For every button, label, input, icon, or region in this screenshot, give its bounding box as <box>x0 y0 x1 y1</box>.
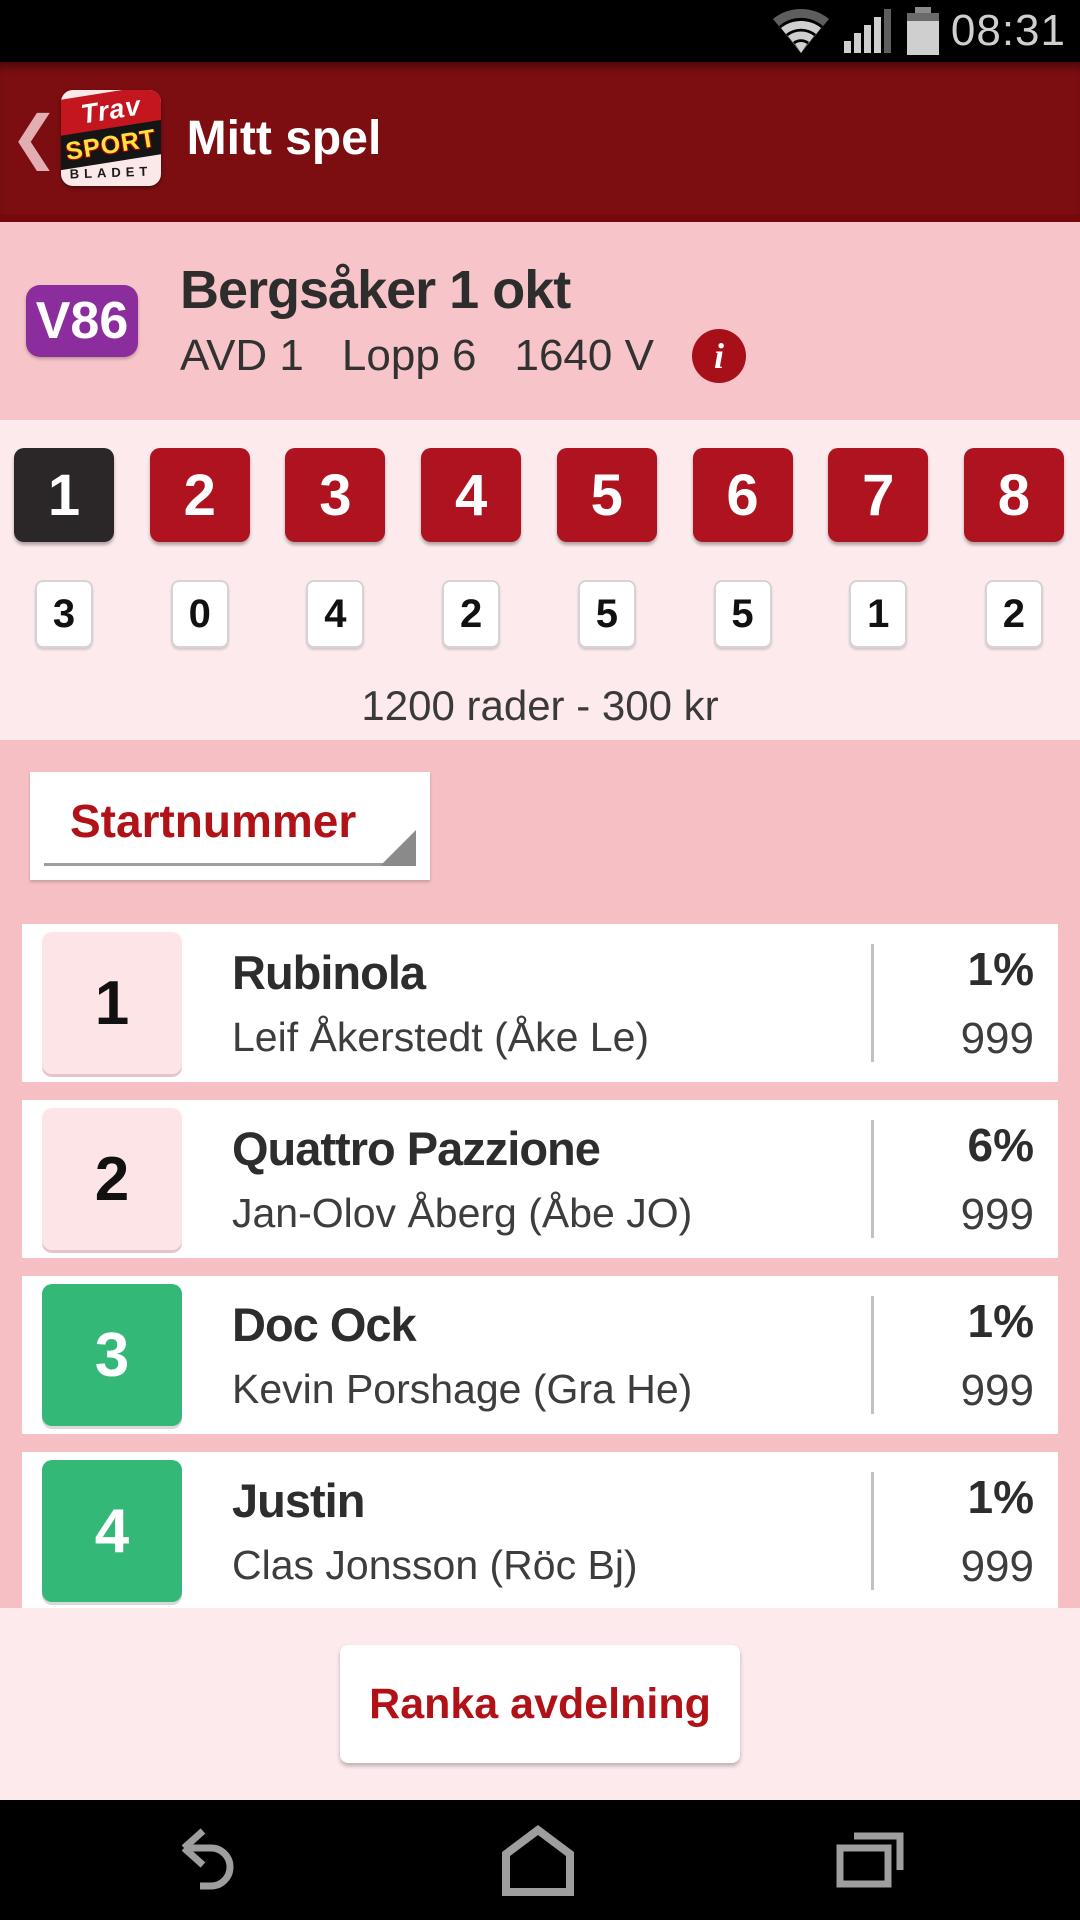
nav-back-icon[interactable] <box>170 1822 246 1898</box>
odds-value: 999 <box>960 1366 1034 1415</box>
race-leg: AVD 1 <box>180 331 304 380</box>
battery-icon <box>906 7 939 55</box>
odds-value: 999 <box>960 1542 1034 1591</box>
leg-count-row: 3 0 4 2 5 5 1 2 <box>0 580 1080 648</box>
leg-tab-row: 1 2 3 4 5 6 7 8 <box>0 448 1080 542</box>
dropdown-corner-icon <box>380 830 416 866</box>
leg-count-4: 2 <box>442 580 501 648</box>
race-header: V86 Bergsåker 1 okt AVD 1 Lopp 6 1640 V … <box>0 222 1080 420</box>
bet-percent: 1% <box>967 1295 1034 1347</box>
horse-driver: Jan-Olov Åberg (Åbe JO) <box>232 1190 693 1236</box>
sort-dropdown-value: Startnummer <box>70 795 357 847</box>
start-number-tile-selected[interactable]: 3 <box>42 1284 182 1426</box>
horse-name: Justin <box>232 1474 365 1527</box>
row-divider <box>871 944 874 1062</box>
android-nav-bar <box>0 1800 1080 1920</box>
logo-bladet-text: BLADET <box>69 163 153 182</box>
page-title: Mitt spel <box>186 111 382 165</box>
bet-percent: 1% <box>967 943 1034 995</box>
leg-tab-3[interactable]: 3 <box>285 448 386 542</box>
row-divider <box>871 1120 874 1238</box>
start-number-tile-selected[interactable]: 4 <box>42 1460 182 1602</box>
bet-percent: 1% <box>967 1471 1034 1523</box>
horse-driver: Leif Åkerstedt (Åke Le) <box>232 1014 650 1060</box>
odds-value: 999 <box>960 1014 1034 1063</box>
nav-home-icon[interactable] <box>498 1822 578 1898</box>
bet-percent: 6% <box>967 1119 1034 1171</box>
travsport-bladet-logo[interactable]: Trav SPORT BLADET <box>60 90 161 186</box>
footer-bar: Ranka avdelning <box>0 1608 1080 1800</box>
horse-name: Doc Ock <box>232 1298 417 1351</box>
horse-row-4[interactable]: 4 Justin Clas Jonsson (Röc Bj) 1% 999 <box>22 1452 1058 1608</box>
horse-name: Quattro Pazzione <box>232 1122 601 1175</box>
leg-tab-7[interactable]: 7 <box>828 448 929 542</box>
nav-recents-icon[interactable] <box>830 1822 910 1898</box>
leg-section: 1 2 3 4 5 6 7 8 3 0 4 2 5 5 1 2 1200 rad… <box>0 420 1080 740</box>
start-number-tile[interactable]: 2 <box>42 1108 182 1250</box>
rank-division-button[interactable]: Ranka avdelning <box>340 1645 740 1763</box>
row-divider <box>871 1472 874 1590</box>
rows-price-summary: 1200 rader - 300 kr <box>361 682 719 729</box>
horse-row-2[interactable]: 2 Quattro Pazzione Jan-Olov Åberg (Åbe J… <box>22 1100 1058 1258</box>
leg-count-5: 5 <box>577 580 636 648</box>
signal-icon <box>843 9 891 53</box>
back-chevron-icon[interactable]: ❮ <box>10 105 59 170</box>
sort-dropdown[interactable]: Startnummer <box>30 772 430 880</box>
horse-row-3[interactable]: 3 Doc Ock Kevin Porshage (Gra He) 1% 999 <box>22 1276 1058 1434</box>
start-number-tile[interactable]: 1 <box>42 932 182 1074</box>
leg-tab-6[interactable]: 6 <box>692 448 793 542</box>
race-distance: 1640 V <box>514 331 654 380</box>
leg-tab-4[interactable]: 4 <box>421 448 522 542</box>
pool-badge: V86 <box>26 285 138 357</box>
odds-value: 999 <box>960 1190 1034 1239</box>
horse-driver: Clas Jonsson (Röc Bj) <box>232 1542 638 1588</box>
leg-tab-1[interactable]: 1 <box>14 448 114 542</box>
app-header: ❮ Trav SPORT BLADET Mitt spel <box>0 62 1080 222</box>
race-number: Lopp 6 <box>341 331 477 380</box>
leg-tab-8[interactable]: 8 <box>963 448 1064 542</box>
horse-row-1[interactable]: 1 Rubinola Leif Åkerstedt (Åke Le) 1% 99… <box>22 924 1058 1082</box>
leg-count-8: 2 <box>984 580 1043 648</box>
leg-count-3: 4 <box>306 580 365 648</box>
leg-tab-2[interactable]: 2 <box>149 448 250 542</box>
horse-list-section: Startnummer 1 Rubinola Leif Åkerstedt (Å… <box>0 740 1080 1608</box>
leg-count-2: 0 <box>170 580 229 648</box>
leg-count-6: 5 <box>713 580 772 648</box>
horse-name: Rubinola <box>232 946 426 999</box>
info-icon[interactable]: i <box>691 329 746 383</box>
race-title: Bergsåker 1 okt <box>180 260 571 320</box>
status-bar: 08:31 <box>0 0 1080 62</box>
status-time: 08:31 <box>950 6 1066 55</box>
horse-driver: Kevin Porshage (Gra He) <box>232 1366 693 1412</box>
leg-tab-5[interactable]: 5 <box>556 448 657 542</box>
dropdown-underline <box>44 863 416 866</box>
wifi-icon <box>772 8 829 54</box>
row-divider <box>871 1296 874 1414</box>
leg-count-7: 1 <box>849 580 908 648</box>
leg-count-1: 3 <box>35 580 93 648</box>
